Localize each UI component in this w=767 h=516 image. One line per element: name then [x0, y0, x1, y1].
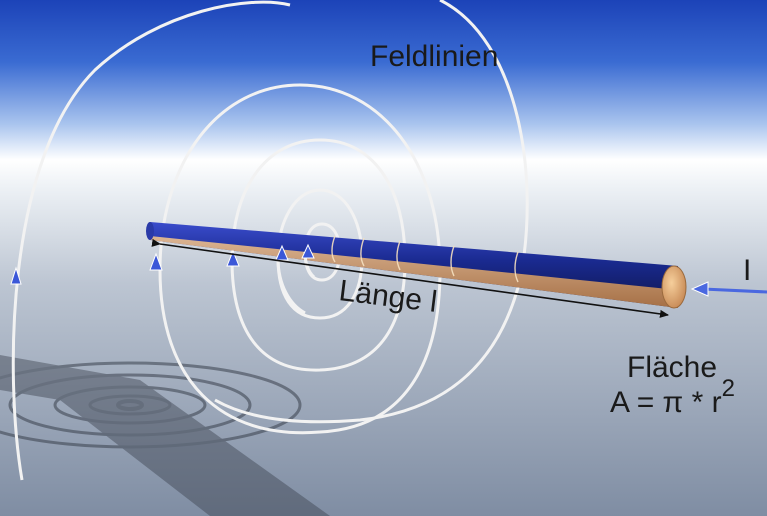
formula-base: A = π * r	[610, 386, 722, 419]
formula-exponent: 2	[722, 375, 735, 402]
field-line-2	[158, 83, 442, 435]
field-line-1	[11, 0, 291, 481]
field-lines-label: Feldlinien	[370, 40, 498, 73]
field-line-outer-right	[214, 0, 529, 424]
area-formula: A = π * r2	[610, 375, 735, 419]
area-label: Fläche	[627, 351, 717, 384]
arrow-icon	[10, 266, 22, 285]
current-arrow	[690, 281, 767, 297]
rod-end-cap	[661, 265, 687, 309]
ground-shadows	[0, 355, 330, 516]
current-label: I	[743, 254, 751, 287]
length-dimension-arrow	[151, 238, 669, 318]
